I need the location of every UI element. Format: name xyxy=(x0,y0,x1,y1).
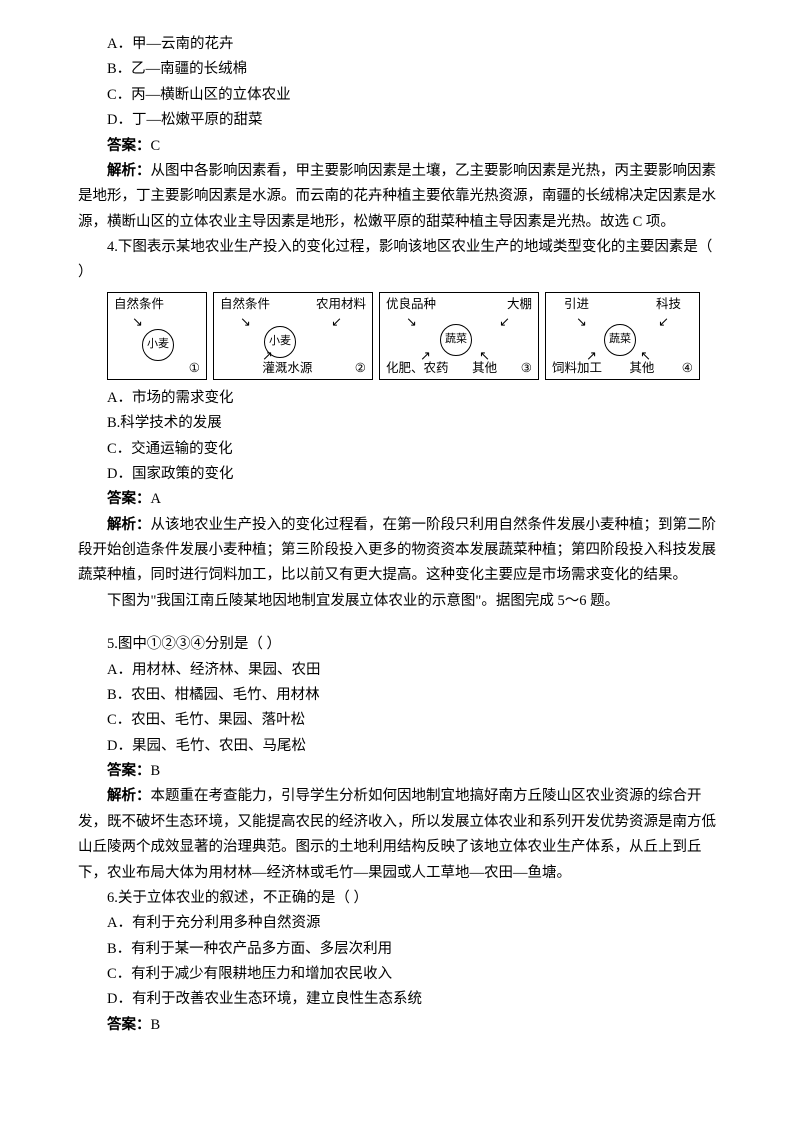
q5-stem: 5.图中①②③④分别是（ ） xyxy=(78,632,722,657)
q6-answer: B xyxy=(151,1017,161,1033)
b3-botM: 其他 xyxy=(472,361,497,376)
b3-topR: 大棚 xyxy=(507,297,532,312)
q6-answer-label: 答案： xyxy=(107,1017,151,1033)
q5-answer: B xyxy=(151,763,161,779)
b3-topL: 优良品种 xyxy=(386,297,436,312)
arrow-icon: ↘ xyxy=(132,315,143,328)
b4-topL: 引进 xyxy=(564,297,589,312)
q5-option-c: C．农田、毛竹、果园、落叶松 xyxy=(78,708,722,733)
q6-stem: 6.关于立体农业的叙述，不正确的是（ ） xyxy=(78,886,722,911)
q4-explain-label: 解析： xyxy=(107,517,151,533)
q3-answer: C xyxy=(151,138,161,154)
q4-option-d: D．国家政策的变化 xyxy=(78,462,722,487)
b3-num: ③ xyxy=(521,361,532,376)
diagram-box-1: 自然条件 ↘ 小麦 ① xyxy=(107,292,207,380)
q4-answer-line: 答案：A xyxy=(78,487,722,512)
q4-explain: 解析：从该地农业生产投入的变化过程看，在第一阶段只利用自然条件发展小麦种植；到第… xyxy=(78,513,722,589)
q3-option-c: C．丙—横断山区的立体农业 xyxy=(78,83,722,108)
q5-option-a: A．用材林、经济林、果园、农田 xyxy=(78,658,722,683)
document-page: A．甲—云南的花卉 B．乙—南疆的长绒棉 C．丙—横断山区的立体农业 D．丁—松… xyxy=(0,0,800,1132)
q5-explain-text: 本题重在考查能力，引导学生分析如何因地制宜地搞好南方丘陵山区农业资源的综合开发，… xyxy=(78,788,716,880)
diagram-box-2: 自然条件农用材料 ↘ ↙ 小麦 ↗ 灌溉水源② xyxy=(213,292,373,380)
b1-circle: 小麦 xyxy=(142,329,174,361)
diagram-box-3: 优良品种大棚 ↘ ↙ 蔬菜 ↗ ↖ 化肥、农药其他③ xyxy=(379,292,539,380)
b2-num: ② xyxy=(355,361,366,376)
q6-option-a: A．有利于充分利用多种自然资源 xyxy=(78,911,722,936)
q3-answer-label: 答案： xyxy=(107,138,151,154)
q3-option-b: B．乙—南疆的长绒棉 xyxy=(78,57,722,82)
q5-explain-label: 解析： xyxy=(107,788,151,804)
diagram-box-4: 引进科技 ↘ ↙ 蔬菜 ↗ ↖ 饲料加工其他④ xyxy=(545,292,700,380)
b2-center: 小麦 xyxy=(269,335,291,348)
q5-option-d: D．果园、毛竹、农田、马尾松 xyxy=(78,734,722,759)
arrow-icon: ↘ xyxy=(406,315,417,328)
b2-topR: 农用材料 xyxy=(316,297,366,312)
q6-option-c: C．有利于减少有限耕地压力和增加农民收入 xyxy=(78,962,722,987)
q4-option-b: B.科学技术的发展 xyxy=(78,411,722,436)
q6-option-d: D．有利于改善农业生态环境，建立良性生态系统 xyxy=(78,987,722,1012)
q4-option-a: A．市场的需求变化 xyxy=(78,386,722,411)
q4-answer-label: 答案： xyxy=(107,491,151,507)
q6-option-b: B．有利于某一种农产品多方面、多层次利用 xyxy=(78,937,722,962)
arrow-icon: ↙ xyxy=(499,315,510,328)
b4-circle: 蔬菜 xyxy=(604,324,636,356)
q4-answer: A xyxy=(151,491,161,507)
q4-diagram: 自然条件 ↘ 小麦 ① 自然条件农用材料 ↘ ↙ 小麦 ↗ 灌溉水源② 优良品种… xyxy=(107,292,722,380)
q4-explain-text: 从该地农业生产投入的变化过程看，在第一阶段只利用自然条件发展小麦种植；到第二阶段… xyxy=(78,517,716,584)
arrow-icon: ↘ xyxy=(240,315,251,328)
b4-topR: 科技 xyxy=(656,297,681,312)
b4-botM: 其他 xyxy=(629,361,654,376)
b3-center: 蔬菜 xyxy=(445,333,467,346)
q4-option-c: C．交通运输的变化 xyxy=(78,437,722,462)
spacer xyxy=(78,614,722,632)
arrow-icon: ↘ xyxy=(576,315,587,328)
b4-num: ④ xyxy=(682,361,693,376)
q5-explain: 解析：本题重在考查能力，引导学生分析如何因地制宜地搞好南方丘陵山区农业资源的综合… xyxy=(78,784,722,886)
b2-topL: 自然条件 xyxy=(220,297,270,312)
q3-explain: 解析：从图中各影响因素看，甲主要影响因素是土壤，乙主要影响因素是光热，丙主要影响… xyxy=(78,159,722,235)
b4-botL: 饲料加工 xyxy=(552,361,602,376)
q5-answer-line: 答案：B xyxy=(78,759,722,784)
q3-explain-text: 从图中各影响因素看，甲主要影响因素是土壤，乙主要影响因素是光热，丙主要影响因素是… xyxy=(78,163,716,230)
q5-option-b: B．农田、柑橘园、毛竹、用材林 xyxy=(78,683,722,708)
b2-botL: 灌溉水源 xyxy=(262,361,312,376)
q3-answer-line: 答案：C xyxy=(78,134,722,159)
b1-top: 自然条件 xyxy=(114,297,164,312)
arrow-icon: ↙ xyxy=(658,315,669,328)
q6-answer-line: 答案：B xyxy=(78,1013,722,1038)
b1-num: ① xyxy=(189,361,200,376)
q3-explain-label: 解析： xyxy=(107,163,151,179)
q4-stem: 4.下图表示某地农业生产投入的变化过程，影响该地区农业生产的地域类型变化的主要因… xyxy=(78,235,722,286)
q3-option-a: A．甲—云南的花卉 xyxy=(78,32,722,57)
arrow-icon: ↙ xyxy=(331,315,342,328)
q56-intro: 下图为"我国江南丘陵某地因地制宜发展立体农业的示意图"。据图完成 5～6 题。 xyxy=(78,589,722,614)
b3-circle: 蔬菜 xyxy=(440,324,472,356)
q5-answer-label: 答案： xyxy=(107,763,151,779)
b4-center: 蔬菜 xyxy=(609,333,631,346)
q3-option-d: D．丁—松嫩平原的甜菜 xyxy=(78,108,722,133)
b1-center: 小麦 xyxy=(147,338,169,351)
b3-botL: 化肥、农药 xyxy=(386,361,449,376)
